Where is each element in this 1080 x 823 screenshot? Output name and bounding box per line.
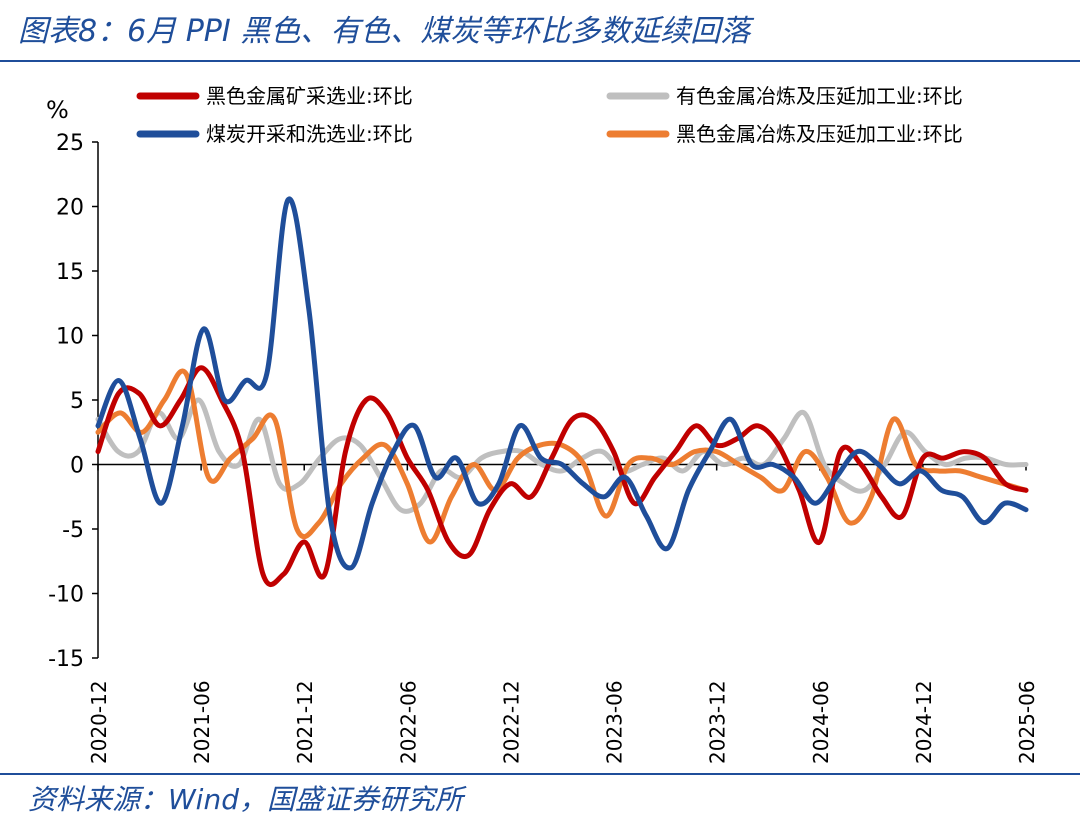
y-tick-label: 15: [56, 260, 84, 285]
series-layer: [95, 196, 1029, 588]
x-tick-label: 2024-12: [912, 680, 936, 764]
top-rule: [0, 60, 1080, 62]
x-tick-label: 2022-06: [396, 680, 420, 764]
y-tick-label: -5: [62, 518, 84, 543]
x-tick-label: 2024-06: [809, 680, 833, 764]
legend-label-0: 黑色金属矿采选业:环比: [206, 84, 413, 108]
series-line-0: [95, 365, 1029, 588]
y-tick-label: 25: [56, 131, 84, 156]
chart-title: 图表8：6月 PPI 黑色、有色、煤炭等环比多数延续回落: [18, 14, 751, 49]
y-tick-label: -10: [48, 583, 84, 608]
legend-label-3: 黑色金属冶炼及压延加工业:环比: [676, 122, 963, 146]
series-line-2: [95, 397, 1029, 514]
x-tick-label: 2021-12: [293, 680, 317, 764]
legend-label-2: 有色金属冶炼及压延加工业:环比: [676, 84, 963, 108]
x-tick-label: 2023-06: [603, 680, 627, 764]
y-tick-label: 20: [56, 196, 84, 221]
y-tick-label: 5: [70, 389, 84, 414]
x-tick-label: 2021-06: [190, 680, 214, 764]
y-tick-label: 10: [56, 325, 84, 350]
x-tick-label: 2023-12: [706, 680, 730, 764]
x-tick-label: 2025-06: [1015, 680, 1039, 764]
series-line-1: [95, 196, 1029, 571]
y-unit-label: %: [46, 96, 69, 124]
x-tick-label: 2022-12: [499, 680, 523, 764]
x-axis: 2020-12 2021-06 2021-12 2022-06 2022-12 2023-…: [87, 463, 1039, 764]
y-axis: 25 20 15 10 5 0 -5 -10 -15: [48, 131, 99, 672]
y-tick-label: -15: [48, 647, 84, 672]
legend-label-1: 煤炭开采和洗选业:环比: [206, 122, 413, 146]
source-note: 资料来源：Wind，国盛证券研究所: [28, 783, 463, 816]
x-tick-label: 2020-12: [87, 680, 111, 764]
bottom-rule: [0, 773, 1080, 775]
y-tick-label: 0: [70, 454, 84, 479]
